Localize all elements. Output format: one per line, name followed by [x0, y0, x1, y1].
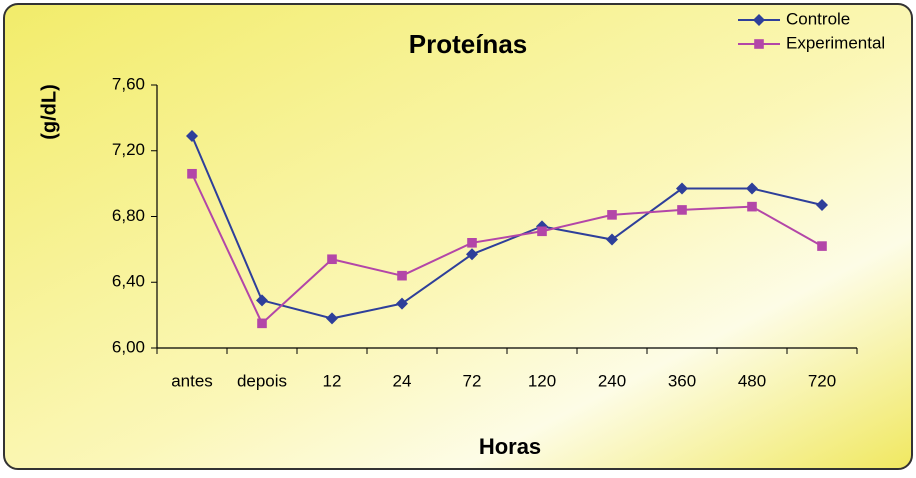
data-point: [327, 254, 337, 265]
legend-marker: [753, 14, 765, 26]
x-tick-label: 480: [738, 371, 766, 390]
y-axis-label: (g/dL): [38, 84, 60, 140]
x-tick-label: 72: [463, 371, 482, 390]
data-point: [256, 294, 268, 307]
data-point: [187, 168, 197, 179]
data-point: [607, 210, 617, 220]
data-point: [606, 233, 618, 246]
legend-label: Experimental: [786, 33, 885, 52]
data-point: [746, 182, 758, 195]
y-tick-label: 7,20: [112, 140, 145, 159]
data-point: [186, 129, 198, 142]
data-point: [466, 248, 478, 261]
data-point: [397, 270, 407, 281]
x-tick-label: depois: [237, 371, 287, 390]
data-point: [467, 238, 477, 248]
data-line: [191, 135, 823, 320]
data-line: [191, 173, 823, 326]
data-point: [677, 205, 687, 215]
x-tick-label: 24: [393, 371, 412, 390]
x-axis-label: Horas: [479, 434, 541, 459]
y-tick-label: 6,00: [112, 337, 145, 356]
y-tick-label: 6,40: [112, 272, 145, 291]
x-tick-label: 12: [323, 371, 342, 390]
data-point: [816, 198, 828, 211]
data-point: [747, 201, 757, 212]
x-tick-label: 120: [528, 371, 556, 390]
data-point: [326, 312, 338, 325]
chart-title: Proteínas: [409, 29, 528, 59]
x-tick-label: antes: [171, 371, 213, 390]
data-point: [537, 226, 547, 237]
data-point: [257, 318, 267, 329]
chart-background: [3, 3, 913, 470]
y-tick-label: 6,80: [112, 206, 145, 225]
x-tick-label: 240: [598, 371, 626, 390]
legend-label: Controle: [786, 9, 850, 28]
x-tick-label: 360: [668, 371, 696, 390]
data-point: [817, 241, 827, 251]
legend-marker: [754, 39, 764, 49]
x-tick-label: 720: [808, 371, 836, 390]
y-tick-label: 7,60: [112, 74, 145, 93]
data-point: [396, 297, 408, 310]
data-point: [676, 182, 688, 195]
